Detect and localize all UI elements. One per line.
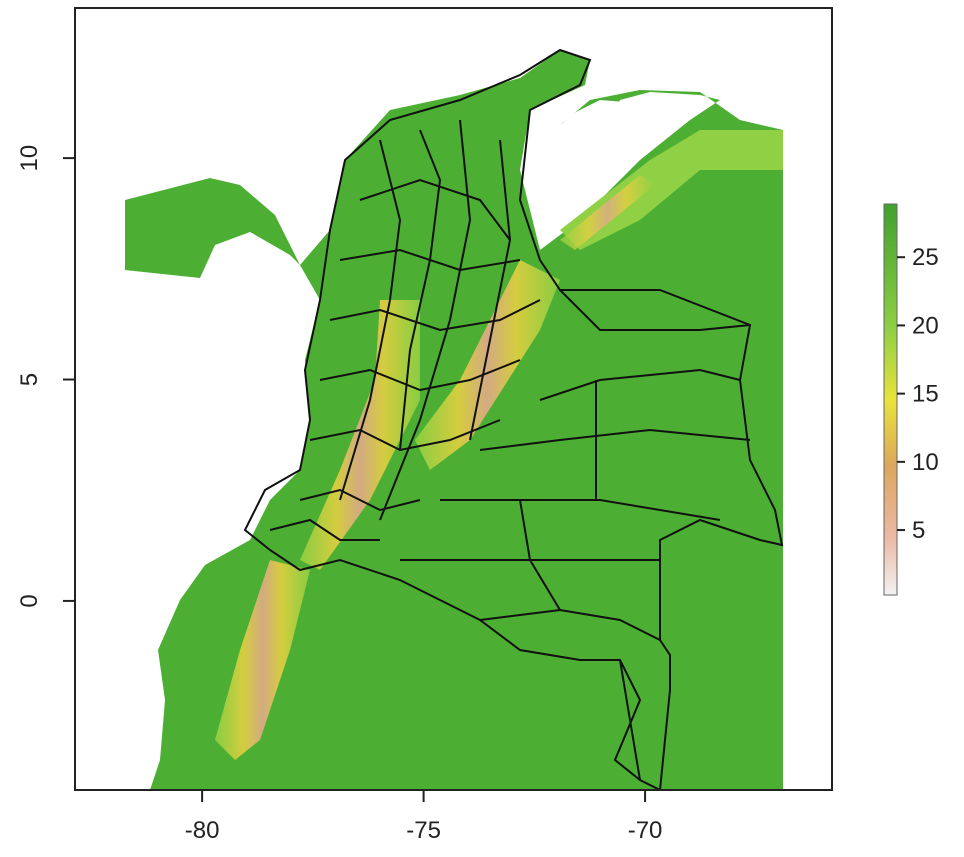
andes xyxy=(415,260,560,470)
colorbar-tick-label: 15 xyxy=(912,381,939,408)
colorbar-tick-label: 25 xyxy=(912,244,939,271)
highland xyxy=(560,130,783,250)
y-tick-label: 10 xyxy=(16,145,43,172)
colorbar xyxy=(883,203,898,596)
colorbar-tick-label: 5 xyxy=(912,517,925,544)
andes xyxy=(560,175,655,250)
y-tick-label: 5 xyxy=(16,373,43,386)
x-tick-label: -70 xyxy=(628,817,663,844)
plot-frame xyxy=(74,7,833,791)
y-tick-label: 0 xyxy=(16,594,43,607)
sea-patch xyxy=(560,100,625,130)
x-tick-label: -80 xyxy=(185,817,220,844)
x-tick-label: -75 xyxy=(406,817,441,844)
colorbar-tick-label: 10 xyxy=(912,449,939,476)
lake xyxy=(554,140,590,196)
colorbar-tick-label: 20 xyxy=(912,312,939,339)
andes xyxy=(215,560,310,760)
raster xyxy=(125,48,784,790)
boundaries xyxy=(243,48,784,790)
